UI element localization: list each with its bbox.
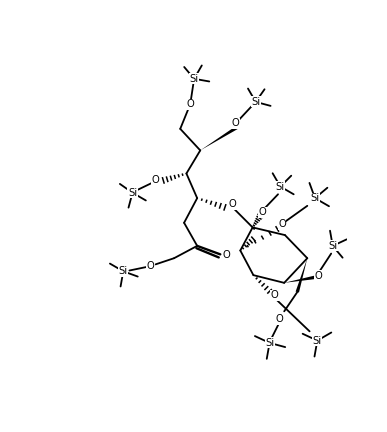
- Text: O: O: [229, 199, 236, 209]
- Text: O: O: [232, 118, 240, 128]
- Text: Si: Si: [313, 336, 322, 346]
- Text: O: O: [278, 219, 286, 229]
- Text: Si: Si: [276, 181, 285, 191]
- Text: Si: Si: [128, 188, 137, 198]
- Polygon shape: [200, 126, 238, 150]
- Text: O: O: [223, 250, 230, 260]
- Polygon shape: [284, 276, 315, 283]
- Text: O: O: [152, 175, 159, 185]
- Text: Si: Si: [328, 241, 337, 251]
- Text: O: O: [270, 290, 278, 300]
- Text: Si: Si: [265, 338, 274, 348]
- Text: O: O: [276, 314, 283, 324]
- Text: O: O: [259, 207, 267, 217]
- Text: Si: Si: [190, 74, 199, 84]
- Text: O: O: [315, 271, 323, 281]
- Text: Si: Si: [251, 97, 260, 107]
- Text: O: O: [187, 99, 194, 109]
- Text: Si: Si: [310, 193, 320, 203]
- Polygon shape: [296, 258, 307, 292]
- Text: Si: Si: [119, 266, 128, 276]
- Text: O: O: [146, 261, 154, 271]
